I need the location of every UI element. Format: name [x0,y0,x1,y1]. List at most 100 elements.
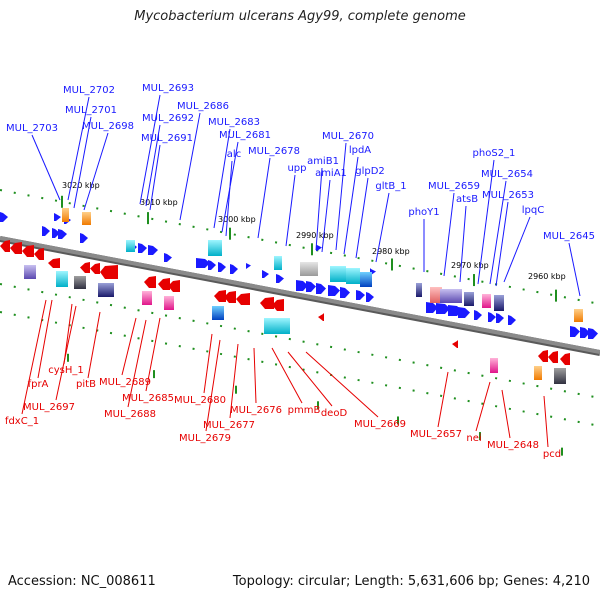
gene-label: MUL_2657 [410,429,462,440]
tick-guides [0,189,600,456]
label-layer: 3020 kbp 3010 kbp 3000 kbp 2990 kbp 2980 kbp… [5,83,595,460]
feature-block [62,208,69,222]
scale-label: 2970 kbp [451,261,489,270]
forward-gene-arrow [218,262,226,272]
gene-label: MUL_2683 [208,117,260,128]
forward-gene-arrow [488,312,496,322]
feature-block [212,306,224,320]
label-connector [501,389,511,439]
forward-gene-arrow [80,233,88,243]
feature-block [554,368,566,384]
label-connector [145,124,161,207]
forward-gene-arrow [458,307,470,318]
accession-text: Accession: NC_008611 [8,574,156,589]
forward-gene-arrow [52,228,60,238]
forward-gene-arrow [356,290,365,300]
forward-gene-arrow [296,280,308,291]
gene-label: MUL_2679 [179,433,231,444]
forward-gene-arrow [316,244,322,251]
feature-block [494,295,504,311]
gene-label: cysH_1 [48,365,84,376]
label-connector [203,333,213,394]
gene-label: MUL_2703 [6,123,58,134]
label-connector [437,371,449,428]
gene-label: MUL_2691 [141,133,193,144]
feature-block [360,272,372,287]
forward-gene-arrow [474,310,482,320]
gene-label: MUL_2670 [322,131,374,142]
reverse-gene-arrow [144,276,156,288]
feature-block [98,283,114,297]
label-connector [459,205,467,283]
forward-gene-arrow [340,287,350,298]
label-connector [271,347,303,404]
label-connector [489,180,507,285]
label-connector [257,157,271,239]
gene-label: phoY1 [408,207,439,218]
reverse-gene-arrow [158,278,170,290]
scale-label: 3010 kbp [140,198,178,207]
label-connector [375,192,390,263]
reverse-gene-arrow [548,351,558,363]
gene-label: MUL_2680 [174,395,226,406]
label-connector [67,96,90,201]
forward-gene-arrow [426,302,438,313]
scale-label: 3000 kbp [218,215,256,224]
forward-gene-arrow [588,328,598,339]
scale-label: 2960 kbp [528,272,566,281]
gene-label: MUL_2698 [82,121,134,132]
label-connector [503,216,531,283]
label-connector [83,132,109,211]
reverse-gene-arrow [224,291,236,303]
feature-block [534,366,542,380]
forward-gene-arrow [246,262,251,269]
gene-label: lpdA [349,145,371,156]
gene-label: MUL_2654 [481,169,533,180]
gene-label: fdxC_1 [5,416,39,427]
label-connector [475,381,491,432]
gene-label: amiB1 [307,156,339,167]
label-connector [73,116,92,209]
forward-gene-arrow [508,315,516,325]
forward-gene-arrow [208,260,216,270]
label-connector [55,305,77,401]
topology-summary: Topology: circular; Length: 5,631,606 bp… [232,574,590,589]
scale-label: 3020 kbp [62,181,100,190]
feature-block [490,358,498,373]
feature-block [208,240,222,256]
gene-label: MUL_2693 [142,83,194,94]
gene-label: phoS2_1 [473,148,516,159]
feature-block [440,289,462,303]
label-connector [543,395,549,448]
label-connector [229,343,239,419]
label-connector [179,112,201,221]
forward-gene-arrow [0,212,8,222]
gene-label: MUL_2688 [104,409,156,420]
label-connector [568,242,581,297]
label-connector [305,351,379,418]
forward-gene-arrow [138,243,147,253]
forward-gene-arrow [570,326,580,337]
gene-label: MUL_2676 [230,405,282,416]
feature-block [464,292,474,306]
reverse-gene-arrow [236,293,250,305]
label-connector [37,299,53,379]
gene-label: pitB [76,379,96,390]
reverse-gene-arrow [272,299,284,311]
forward-gene-arrow [436,303,450,314]
gene-label: MUL_2648 [487,440,539,451]
label-connector [287,351,333,407]
feature-block [300,262,318,276]
reverse-gene-arrow [318,313,324,321]
label-connector [213,128,231,229]
reverse-gene-arrow [260,297,274,309]
forward-gene-arrow [580,327,590,338]
forward-gene-arrow [58,229,67,239]
gene-label: alc [227,149,241,160]
label-connector [145,317,161,392]
backbone-line [0,236,600,354]
reverse-gene-arrow [48,258,60,268]
gene-label: deoD [321,408,348,419]
forward-gene-arrow [164,253,172,262]
gene-label: MUL_2645 [543,231,595,242]
